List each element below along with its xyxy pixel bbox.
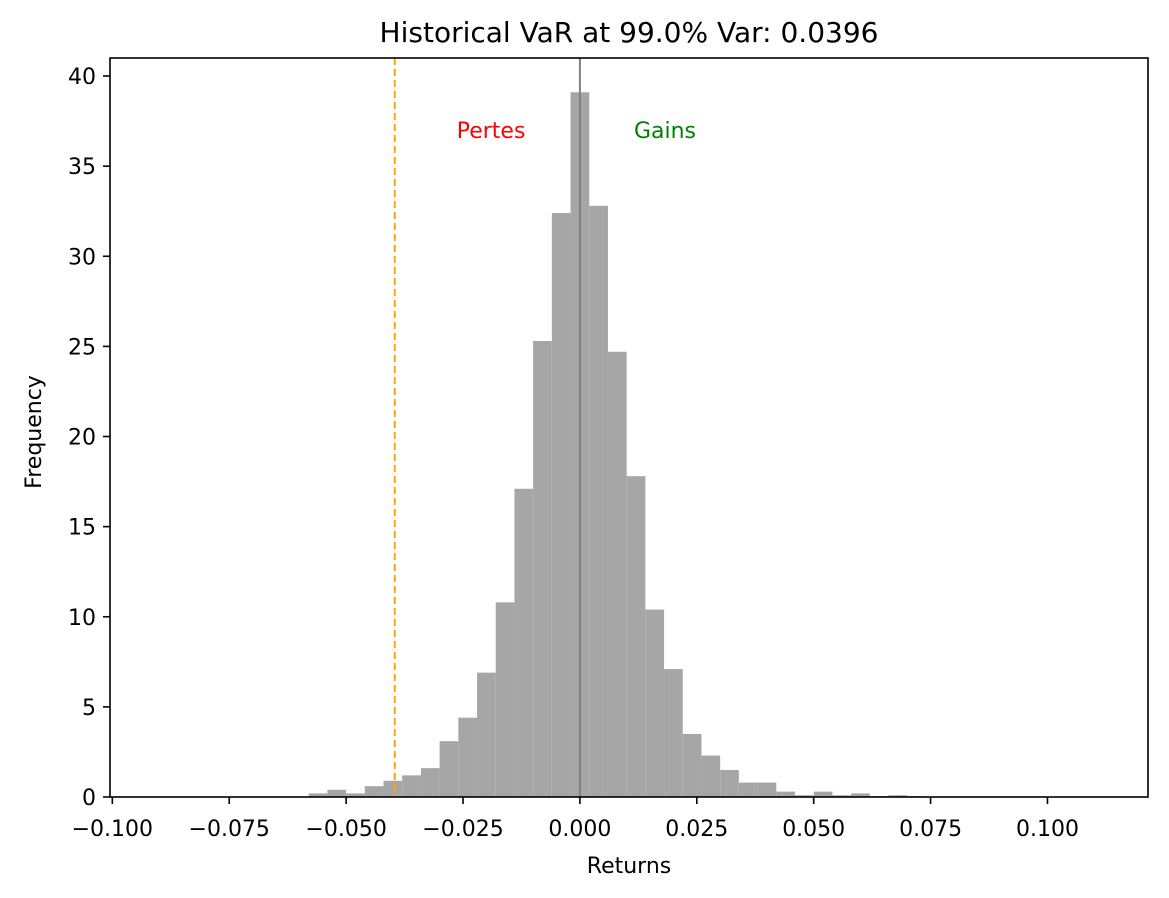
- x-tick-label: −0.075: [189, 817, 270, 842]
- histogram-bar: [738, 782, 758, 797]
- x-tick-label: 0.000: [548, 817, 611, 842]
- histogram-bar: [813, 791, 833, 797]
- histogram-bar: [664, 669, 683, 797]
- reference-lines: [393, 58, 581, 797]
- histogram-bar: [645, 609, 665, 797]
- histogram-bar: [458, 717, 478, 797]
- chart-title: Historical VaR at 99.0% Var: 0.0396: [380, 16, 879, 49]
- histogram-bar: [308, 793, 328, 797]
- histogram-bar: [364, 786, 384, 797]
- x-tick-label: −0.050: [305, 817, 386, 842]
- histogram-bar: [551, 213, 571, 797]
- histogram-bar: [420, 768, 440, 797]
- y-tick-label: 15: [68, 516, 96, 541]
- y-tick-label: 0: [82, 786, 96, 811]
- y-axis-label: Frequency: [22, 375, 47, 489]
- x-axis-ticks: −0.100 −0.075 −0.050 −0.025 0.000 0.025 0.050 0…: [72, 797, 1079, 842]
- y-axis-ticks: 0 5 10 15 20 25 30 35 40: [68, 65, 110, 811]
- y-tick-label: 30: [68, 245, 96, 270]
- annotations-group: Pertes Gains: [457, 119, 696, 144]
- histogram-bar: [477, 672, 496, 797]
- x-tick-label: −0.100: [72, 817, 153, 842]
- histogram-bar: [607, 351, 627, 797]
- x-tick-label: 0.075: [899, 817, 962, 842]
- annotation-label: Gains: [634, 119, 696, 144]
- x-tick-label: 0.050: [782, 817, 845, 842]
- histogram-bar: [682, 733, 702, 797]
- histogram-bar: [851, 793, 870, 797]
- histogram-bar: [383, 780, 403, 797]
- histogram-bar: [514, 488, 534, 797]
- histogram-bar: [794, 795, 814, 797]
- plot-frame: [109, 57, 1149, 798]
- histogram-bar: [495, 602, 515, 797]
- histogram-bar: [720, 769, 739, 797]
- histogram-bar: [888, 795, 908, 797]
- histogram-bar: [757, 782, 777, 797]
- histogram-bar: [832, 795, 852, 797]
- histogram-bar: [327, 789, 347, 797]
- histogram-bar: [439, 741, 459, 797]
- histogram-bar: [626, 476, 646, 797]
- bars-group: [308, 92, 926, 798]
- y-tick-label: 25: [68, 335, 96, 360]
- x-tick-label: −0.025: [422, 817, 503, 842]
- histogram-bar: [402, 775, 421, 797]
- histogram-bar: [701, 755, 721, 797]
- y-tick-label: 5: [82, 696, 96, 721]
- histogram-bar: [533, 340, 552, 797]
- histogram-bar: [776, 791, 795, 797]
- x-tick-label: 0.100: [1016, 817, 1079, 842]
- y-tick-label: 10: [68, 606, 96, 631]
- x-axis-label: Returns: [587, 854, 671, 879]
- histogram-bar: [346, 793, 365, 797]
- x-tick-label: 0.025: [665, 817, 728, 842]
- annotation-label: Pertes: [457, 119, 526, 144]
- histogram-bar: [589, 205, 608, 798]
- y-tick-label: 20: [68, 426, 96, 451]
- y-tick-label: 35: [68, 155, 96, 180]
- y-tick-label: 40: [68, 65, 96, 90]
